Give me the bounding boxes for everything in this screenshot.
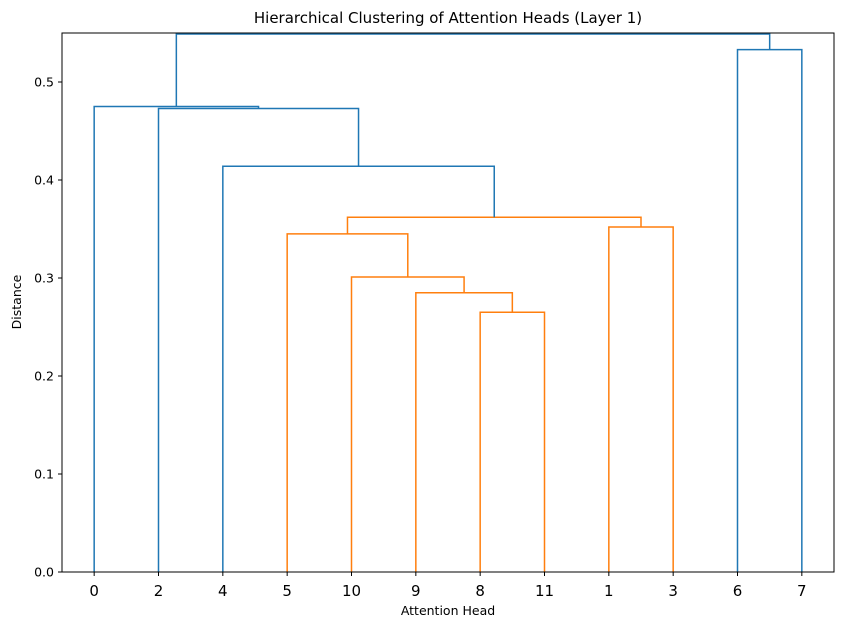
- x-tick-label: 4: [218, 582, 228, 600]
- x-axis-label: Attention Head: [401, 603, 495, 618]
- dendrogram-link: [93, 105, 260, 572]
- x-tick-label: 9: [411, 582, 421, 600]
- x-tick-label: 10: [342, 582, 361, 600]
- dendrogram-link: [608, 226, 674, 572]
- dendrogram-link: [479, 311, 546, 572]
- x-tick-label: 5: [282, 582, 292, 600]
- y-axis-label: Distance: [9, 274, 24, 329]
- x-tick-label: 6: [733, 582, 743, 600]
- x-tick-label: 0: [89, 582, 99, 600]
- chart-title: Hierarchical Clustering of Attention Hea…: [254, 9, 642, 27]
- x-tick-label: 2: [154, 582, 164, 600]
- y-tick-label: 0.5: [34, 75, 54, 90]
- dendrogram-link: [157, 107, 360, 572]
- dendrogram-links: [93, 33, 803, 572]
- y-tick-label: 0.3: [34, 271, 54, 286]
- dendrogram-link: [286, 233, 409, 572]
- x-axis: 0 2 4 5 10 9 8 11 1 3 6 7: [89, 572, 807, 600]
- x-tick-label: 1: [604, 582, 614, 600]
- dendrogram-link: [415, 291, 514, 572]
- y-tick-label: 0.1: [34, 467, 54, 482]
- x-tick-label: 8: [475, 582, 485, 600]
- dendrogram-link: [346, 216, 642, 234]
- y-tick-label: 0.0: [34, 565, 54, 580]
- x-tick-label: 7: [797, 582, 807, 600]
- plot-frame: [61, 32, 835, 573]
- x-tick-label: 3: [668, 582, 678, 600]
- dendrogram-link: [175, 33, 771, 107]
- y-tick-label: 0.2: [34, 369, 54, 384]
- x-tick-label: 11: [535, 582, 554, 600]
- y-tick-label: 0.4: [34, 173, 54, 188]
- y-axis: 0.0 0.1 0.2 0.3 0.4 0.5: [34, 75, 62, 580]
- dendrogram-link: [222, 165, 495, 572]
- dendrogram-link: [736, 48, 803, 572]
- dendrogram-link: [350, 276, 465, 572]
